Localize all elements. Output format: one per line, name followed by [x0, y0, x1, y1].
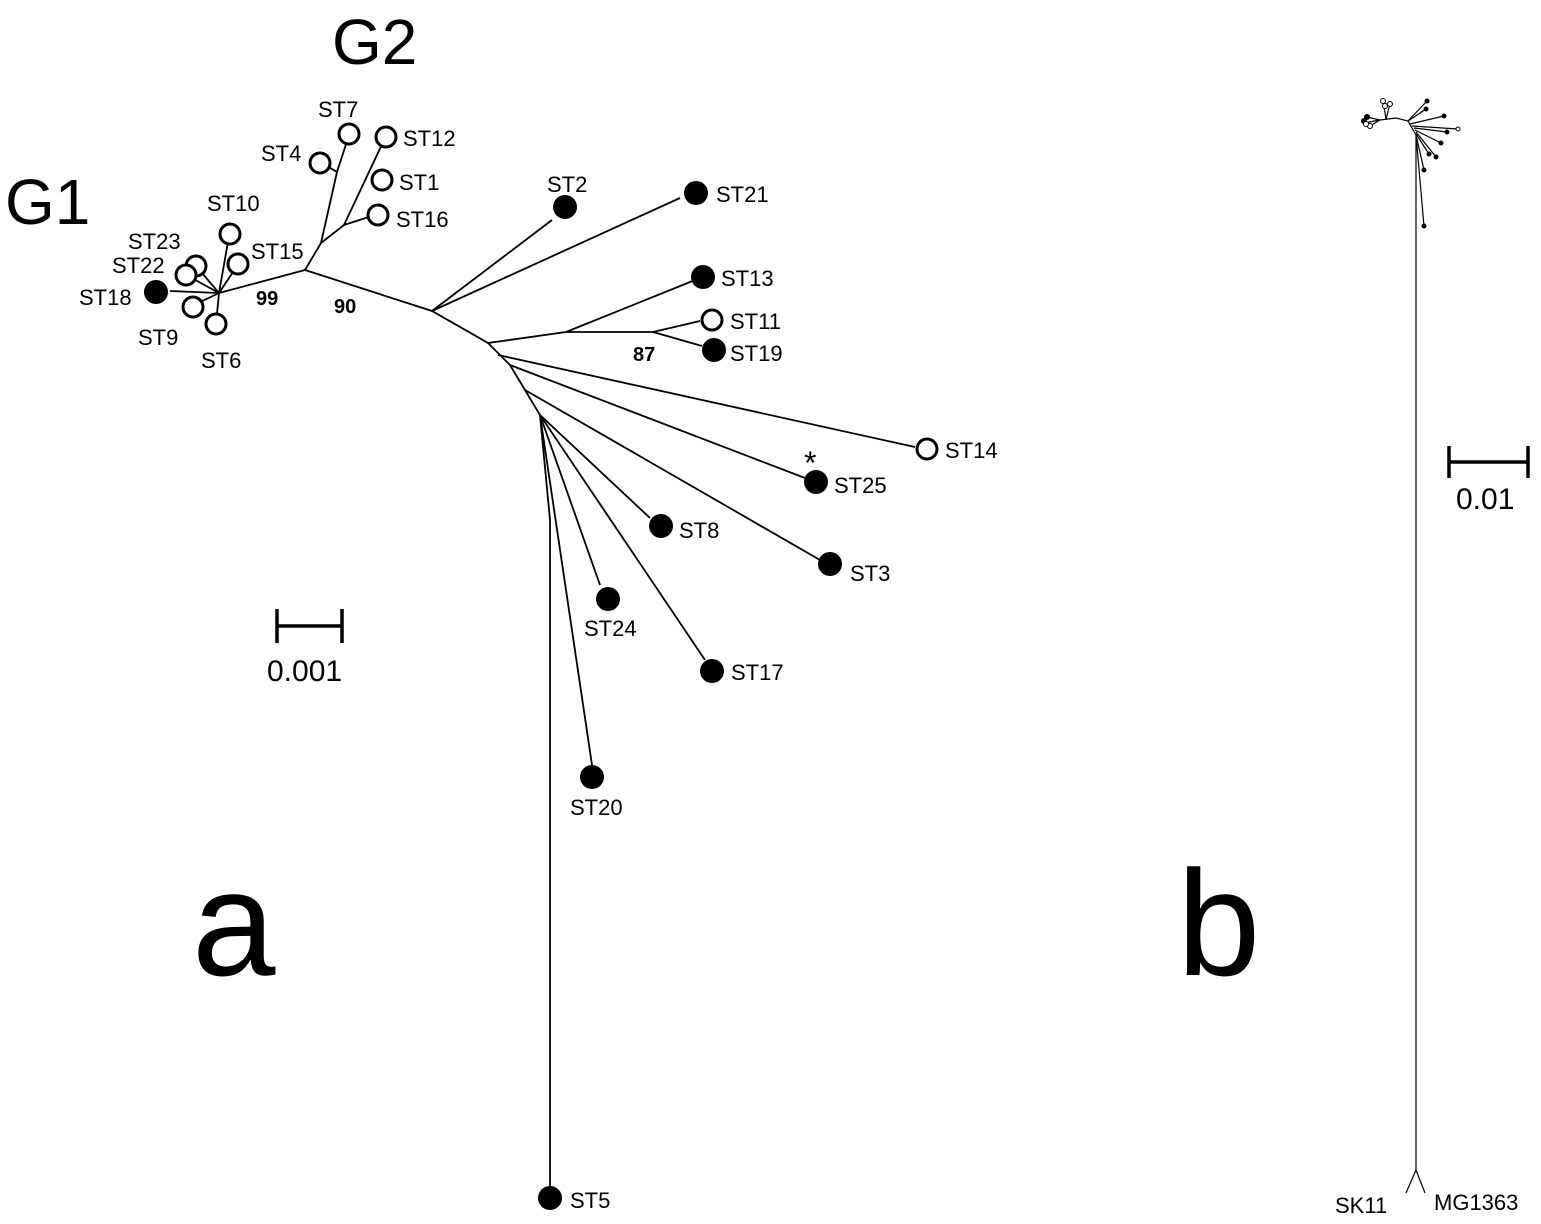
- scale-bar-b: [1447, 446, 1530, 478]
- branch-st18: [169, 290, 220, 294]
- label-st3: ST3: [850, 561, 890, 586]
- node-st5: [538, 1186, 562, 1210]
- label-st22: ST22: [112, 253, 165, 278]
- node-st24: [596, 587, 620, 611]
- branch-g1-stem: [218, 269, 306, 294]
- label-st10: ST10: [207, 191, 260, 216]
- panel-label-b: b: [1177, 839, 1260, 1007]
- label-st13: ST13: [721, 266, 774, 291]
- branch-st13: [565, 277, 701, 333]
- label-st2: ST2: [547, 172, 587, 197]
- label-st8: ST8: [679, 518, 719, 543]
- branch-g-backbone: [304, 269, 551, 1198]
- label-st9: ST9: [138, 325, 178, 350]
- node-st20: [580, 765, 604, 789]
- label-st11: ST11: [730, 309, 781, 334]
- node-st7: [337, 122, 361, 146]
- branch-st14: [497, 354, 916, 448]
- branch-g2a: [320, 171, 338, 244]
- branch-st12: [343, 137, 386, 226]
- node-st15: [226, 252, 250, 276]
- label-st6: ST6: [201, 348, 241, 373]
- label-st20: ST20: [570, 795, 623, 820]
- branch-st3: [524, 389, 821, 561]
- node-st12: [374, 125, 398, 149]
- label-st21: ST21: [716, 182, 769, 207]
- node-st8: [649, 514, 673, 538]
- branch-st17: [539, 414, 706, 661]
- branch-st19: [652, 331, 703, 347]
- branch-g2-stem: [304, 242, 322, 271]
- label-sk11: SK11: [1335, 1193, 1387, 1218]
- bootstrap-90: 90: [334, 296, 356, 318]
- scale-label-a: 0.001: [267, 655, 342, 688]
- asterisk-marker: *: [804, 445, 816, 481]
- node-st3: [818, 552, 842, 576]
- branch-st13-stem: [487, 331, 567, 344]
- label-st23: ST23: [128, 229, 181, 254]
- node-st21: [684, 181, 708, 205]
- label-st1: ST1: [399, 170, 439, 195]
- branch-st25: [509, 364, 806, 479]
- bootstrap-87: 87: [633, 344, 655, 366]
- panel-b-crown-nodes: [1361, 98, 1461, 229]
- branch-st11: [652, 320, 701, 333]
- branch-st20: [539, 414, 593, 766]
- node-st2: [553, 195, 577, 219]
- node-st4: [308, 151, 332, 175]
- node-st18: [144, 280, 168, 304]
- label-st4: ST4: [261, 141, 301, 166]
- group-label-g1: G1: [5, 166, 90, 238]
- panel-a-filled-nodes: [144, 181, 842, 1210]
- branch-st21: [431, 197, 681, 312]
- label-st18: ST18: [79, 285, 132, 310]
- label-st25: ST25: [834, 473, 887, 498]
- node-st19: [702, 338, 726, 362]
- label-st12: ST12: [403, 126, 456, 151]
- branch-st24: [539, 414, 601, 586]
- panel-b-tree: [1363, 100, 1459, 1194]
- branch-st8: [539, 414, 651, 519]
- panel-a-open-nodes: [174, 122, 939, 461]
- node-st6: [204, 312, 228, 336]
- scale-bar-a: [275, 609, 344, 643]
- label-st14: ST14: [945, 438, 998, 463]
- label-st5: ST5: [570, 1188, 610, 1213]
- node-st14: [915, 437, 939, 461]
- bootstrap-99: 99: [256, 288, 278, 310]
- branch-sk11: [1405, 1169, 1417, 1194]
- node-st25: [804, 470, 828, 494]
- node-st11: [700, 308, 724, 332]
- panel-a-labels: ST7 ST12 ST4 ST1 ST16 ST10 ST23 ST15 ST2…: [79, 97, 998, 1213]
- label-st7: ST7: [318, 97, 358, 122]
- branch-mg1363: [1415, 1169, 1426, 1194]
- label-st16: ST16: [396, 207, 449, 232]
- branch-st10: [218, 235, 230, 294]
- branch-g2b: [320, 224, 345, 244]
- node-st22: [174, 263, 198, 287]
- node-st10: [218, 222, 242, 246]
- node-st1: [370, 168, 394, 192]
- node-st17: [700, 659, 724, 683]
- label-st24: ST24: [584, 616, 637, 641]
- panel-a-tree: [169, 134, 916, 1198]
- branch-st2: [431, 219, 553, 312]
- node-st9: [181, 295, 205, 319]
- label-st19: ST19: [730, 341, 783, 366]
- label-mg1363: MG1363: [1434, 1190, 1518, 1215]
- label-st15: ST15: [251, 239, 304, 264]
- scale-label-b: 0.01: [1456, 483, 1514, 516]
- panel-label-a: a: [192, 839, 276, 1007]
- group-label-g2: G2: [332, 6, 417, 78]
- label-st17: ST17: [731, 660, 784, 685]
- node-st16: [366, 203, 390, 227]
- node-st13: [691, 265, 715, 289]
